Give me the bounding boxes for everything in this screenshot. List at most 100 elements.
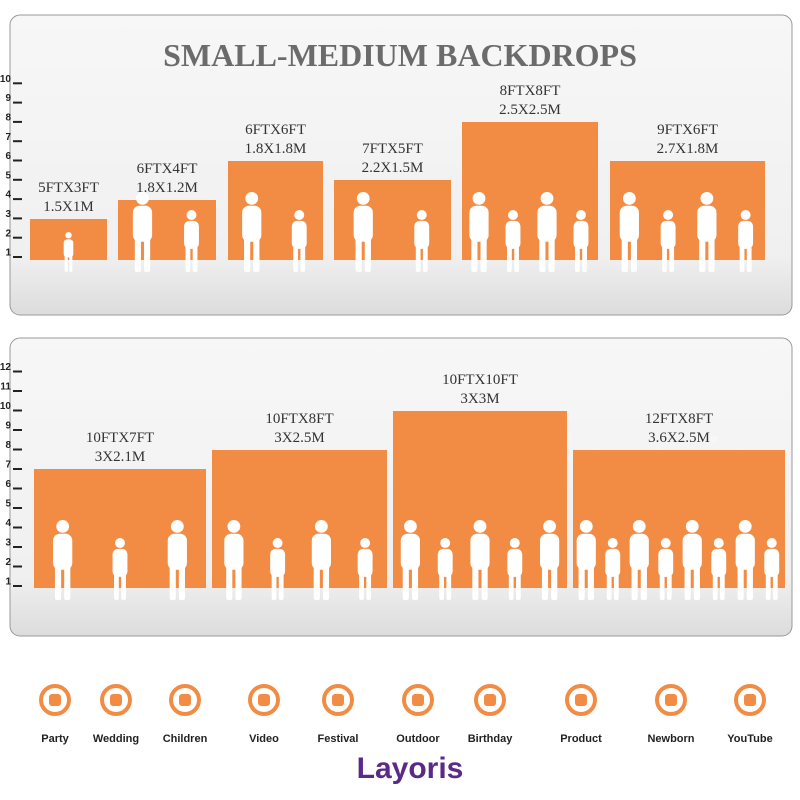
silhouette-leg (746, 245, 752, 272)
silhouette-leg (719, 573, 725, 600)
silhouette-body (735, 533, 755, 570)
use-icon (655, 684, 687, 716)
ruler-label: 10 (0, 74, 11, 85)
ruler-label: 4 (5, 190, 11, 201)
use-icon-detail (258, 694, 270, 706)
use-icon (734, 684, 766, 716)
silhouettes (224, 520, 373, 600)
use-icon (39, 684, 71, 716)
silhouette-leg (613, 573, 619, 600)
silhouette-leg (415, 245, 421, 272)
silhouette-leg (631, 566, 638, 600)
silhouette-head (579, 520, 593, 533)
silhouettes (619, 192, 754, 272)
silhouette-head (440, 538, 451, 548)
backdrop-size: 10FTX8FT (265, 411, 333, 427)
silhouette-head (508, 210, 518, 220)
silhouette-body (697, 205, 717, 242)
silhouette-head (663, 210, 674, 220)
silhouette-body (63, 239, 74, 258)
silhouette-head (713, 538, 724, 548)
use-icon-detail (179, 694, 191, 706)
silhouette-leg (575, 245, 580, 272)
ruler-label: 3 (5, 538, 11, 549)
silhouette-head (766, 538, 777, 548)
silhouette-head (740, 210, 751, 220)
silhouette-leg (472, 566, 479, 600)
backdrop-size: 6FTX6FT (245, 122, 306, 138)
ruler-label: 9 (5, 421, 11, 432)
silhouette-leg (439, 573, 445, 600)
use-icon-detail (744, 694, 756, 706)
silhouette-head (472, 192, 486, 205)
silhouette-leg (587, 566, 594, 600)
silhouette-leg (514, 245, 519, 272)
backdrop-metric: 3.6X2.5M (648, 430, 710, 446)
use-icon-detail (49, 694, 61, 706)
silhouette-head (404, 520, 417, 533)
silhouette-leg (54, 566, 62, 600)
use-icon-detail (484, 694, 496, 706)
silhouettes (53, 520, 187, 600)
use-icon-detail (575, 694, 587, 706)
ruler-label: 9 (5, 93, 11, 104)
silhouette-leg (271, 573, 277, 600)
silhouette-head (607, 538, 618, 548)
silhouette-leg (322, 566, 330, 600)
silhouette-leg (640, 566, 647, 600)
silhouette-body (537, 205, 557, 242)
silhouette-body (400, 533, 420, 570)
backdrop-size: 9FTX6FT (657, 122, 718, 138)
silhouette-head (294, 210, 305, 220)
use-icon (248, 684, 280, 716)
use-label: Birthday (468, 733, 514, 745)
backdrop-metric: 2.7X1.8M (657, 141, 719, 157)
ruler-label: 1 (5, 248, 11, 259)
silhouette-head (632, 520, 646, 533)
silhouette-head (700, 192, 714, 205)
silhouette-body (224, 533, 244, 570)
silhouette-leg (746, 566, 753, 600)
use-icon-detail (110, 694, 122, 706)
use-icon (169, 684, 201, 716)
use-icon (565, 684, 597, 716)
silhouette-leg (551, 566, 558, 600)
silhouette-head (473, 520, 487, 533)
silhouette-head (65, 232, 72, 239)
backdrop-size: 5FTX3FT (38, 180, 99, 196)
silhouette-head (115, 538, 125, 548)
silhouette-leg (244, 238, 251, 272)
silhouette-head (576, 210, 586, 220)
silhouette-body (660, 220, 676, 249)
silhouette-body (270, 548, 286, 577)
silhouette-body (738, 220, 754, 249)
silhouette-body (353, 205, 373, 242)
silhouette-leg (708, 238, 715, 272)
silhouette-leg (621, 238, 628, 272)
silhouette-leg (114, 573, 119, 600)
silhouette-leg (507, 245, 512, 272)
backdrop-metric: 2.2X1.5M (362, 160, 424, 176)
backdrop-size: 10FTX10FT (442, 372, 518, 388)
silhouette-body (505, 220, 521, 249)
silhouette-leg (144, 238, 151, 272)
backdrop-size: 12FTX8FT (645, 411, 713, 427)
silhouettes (469, 192, 589, 272)
silhouette-head (360, 538, 371, 548)
silhouette-leg (765, 573, 771, 600)
ruler-label: 6 (5, 479, 11, 490)
backdrop (334, 180, 451, 260)
silhouette-leg (712, 573, 718, 600)
silhouette-body (605, 548, 621, 577)
silhouette-leg (515, 573, 521, 600)
silhouette-leg (69, 255, 73, 272)
silhouette-leg (699, 238, 706, 272)
backdrop-size: 10FTX7FT (86, 430, 154, 446)
silhouette-leg (446, 573, 452, 600)
silhouette-leg (480, 238, 487, 272)
ruler-label: 12 (0, 362, 11, 373)
ruler-label: 7 (5, 460, 11, 471)
silhouette-body (53, 533, 73, 570)
backdrop (118, 200, 216, 260)
silhouette-leg (606, 573, 612, 600)
